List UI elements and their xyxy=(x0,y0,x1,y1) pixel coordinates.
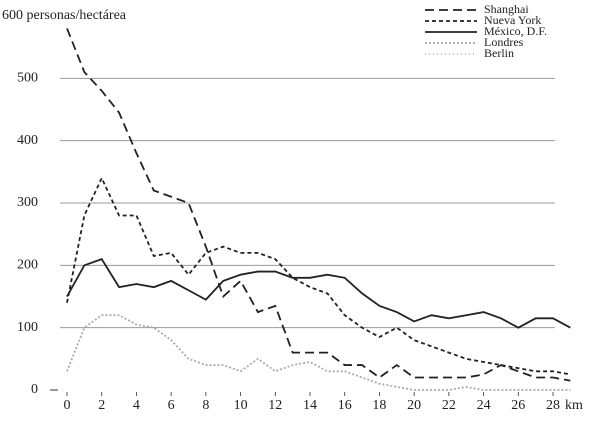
line-series xyxy=(66,314,571,391)
y-tick-label: 100 xyxy=(17,320,38,335)
x-tick-label: 18 xyxy=(372,398,386,413)
legend-label: Londres xyxy=(484,35,524,49)
x-tick-label: 20 xyxy=(407,398,421,413)
y-tick-label: 600 personas/hectárea xyxy=(2,8,127,23)
legend-label: Nueva York xyxy=(484,13,541,27)
legend-label: México, D.F. xyxy=(484,24,547,38)
x-tick-label: 8 xyxy=(202,398,209,413)
x-tick-label: 28 xyxy=(546,398,560,413)
x-tick-label: 0 xyxy=(64,398,71,413)
x-tick-label: 26 xyxy=(511,398,525,413)
y-tick-label: 300 xyxy=(17,195,38,210)
x-axis-label: km xyxy=(565,398,583,413)
x-tick-label: 24 xyxy=(477,398,491,413)
x-tick-label: 16 xyxy=(338,398,352,413)
line-series xyxy=(66,258,571,329)
legend-label: Berlin xyxy=(484,46,514,60)
x-tick-label: 22 xyxy=(442,398,456,413)
y-tick-label: 0 xyxy=(31,382,38,397)
x-tick-label: 6 xyxy=(168,398,175,413)
line-series xyxy=(66,28,571,382)
line-series xyxy=(66,175,571,376)
x-tick-label: 4 xyxy=(133,398,140,413)
x-tick-label: 10 xyxy=(234,398,248,413)
x-tick-label: 12 xyxy=(268,398,282,413)
x-tick-label: 14 xyxy=(303,398,317,413)
x-tick-label: 2 xyxy=(98,398,105,413)
y-tick-label: 400 xyxy=(17,133,38,148)
legend-label: Shanghai xyxy=(484,2,529,16)
y-tick-label: 200 xyxy=(17,258,38,273)
y-tick-label: 500 xyxy=(17,71,38,86)
